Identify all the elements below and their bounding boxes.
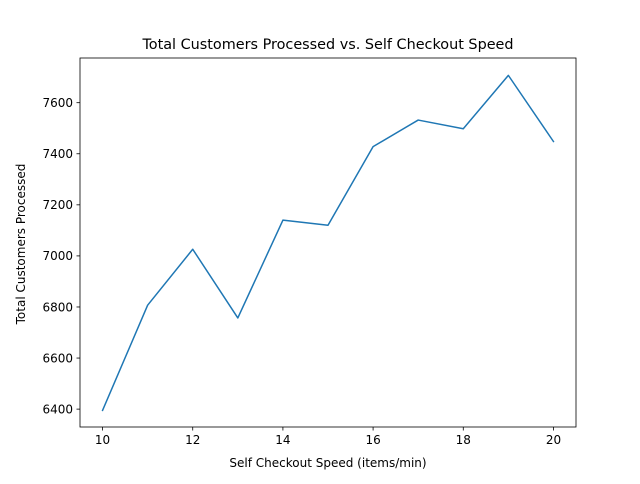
y-tick-label: 6600	[42, 351, 73, 365]
axes-frame	[79, 57, 577, 428]
axis-ticks: 10 12 14 16 18 20 6400 6600 6800 7000 7200 7400 7600	[42, 96, 561, 447]
x-tick-label: 14	[275, 433, 290, 447]
y-tick-label: 6400	[42, 402, 73, 416]
y-tick-label: 7000	[42, 249, 73, 263]
y-tick-label: 6800	[42, 300, 73, 314]
y-tick-label: 7200	[42, 198, 73, 212]
series-line-0	[101, 74, 555, 412]
x-tick-label: 16	[365, 433, 380, 447]
y-tick-label: 7400	[42, 147, 73, 161]
y-tick-label: 7600	[42, 96, 73, 110]
x-axis-label: Self Checkout Speed (items/min)	[229, 456, 426, 470]
x-tick-label: 12	[185, 433, 200, 447]
x-tick-label: 18	[456, 433, 471, 447]
x-tick-label: 20	[546, 433, 561, 447]
plot-area	[79, 57, 577, 428]
x-tick-label: 10	[95, 433, 110, 447]
chart-title: Total Customers Processed vs. Self Check…	[141, 37, 513, 53]
y-axis-label: Total Customers Processed	[14, 164, 28, 326]
